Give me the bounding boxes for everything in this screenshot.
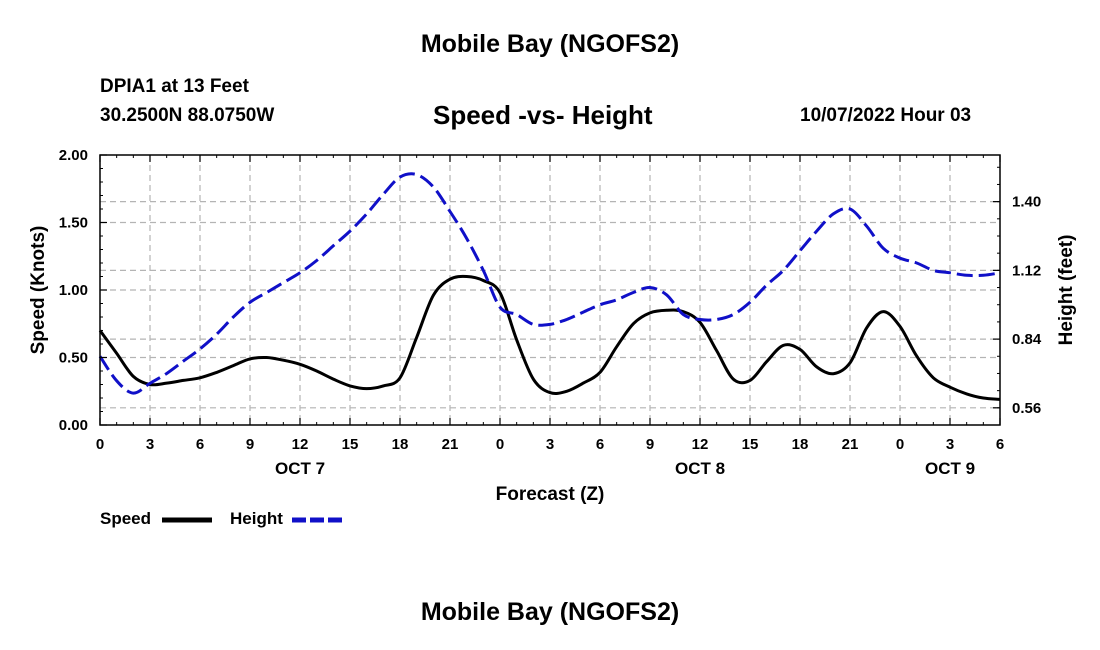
x-tick-label: 12: [692, 436, 709, 453]
y-axis-left-label: Speed (Knots): [28, 226, 49, 355]
y-left-tick-label: 1.00: [59, 282, 88, 299]
coordinates-label: 30.2500N 88.0750W: [100, 105, 275, 126]
chart-subtitle: Speed -vs- Height: [433, 100, 653, 130]
station-label: DPIA1 at 13 Feet: [100, 76, 249, 97]
x-tick-label: 0: [496, 436, 504, 453]
x-tick-label: 18: [792, 436, 809, 453]
x-tick-label: 3: [946, 436, 954, 453]
x-tick-label: 15: [742, 436, 759, 453]
forecast-datetime: 10/07/2022 Hour 03: [800, 105, 972, 126]
x-tick-label: 9: [246, 436, 254, 453]
height-series-line: [98, 172, 1001, 395]
x-tick-label: 18: [392, 436, 409, 453]
x-tick-label: 9: [646, 436, 654, 453]
y-left-tick-label: 0.50: [59, 350, 88, 367]
y-axis-right-label: Height (feet): [1056, 235, 1077, 346]
x-tick-label: 6: [596, 436, 604, 453]
bottom-title: Mobile Bay (NGOFS2): [420, 598, 680, 626]
day-label: OCT 9: [925, 459, 975, 478]
day-label: OCT 7: [275, 459, 325, 478]
speed-series-line: [98, 274, 1001, 401]
x-tick-label: 21: [442, 436, 459, 453]
day-label: OCT 8: [675, 459, 725, 478]
main-title: Mobile Bay (NGOFS2): [420, 30, 680, 58]
legend-height-label: Height: [230, 509, 283, 528]
x-tick-label: 0: [96, 436, 104, 453]
x-tick-label: 3: [146, 436, 154, 453]
x-tick-label: 6: [196, 436, 204, 453]
x-tick-label: 21: [842, 436, 859, 453]
x-tick-label: 3: [546, 436, 554, 453]
legend-speed-label: Speed: [100, 509, 152, 528]
x-tick-label: 12: [292, 436, 309, 453]
x-tick-label: 0: [896, 436, 904, 453]
x-axis-label: Forecast (Z): [496, 484, 605, 505]
y-right-tick-label: 0.84: [1012, 331, 1042, 348]
x-tick-label: 15: [342, 436, 359, 453]
y-left-tick-label: 0.00: [59, 417, 88, 434]
y-right-tick-label: 1.40: [1012, 194, 1041, 211]
x-tick-label: 6: [996, 436, 1004, 453]
y-left-tick-label: 2.00: [59, 147, 88, 164]
y-right-tick-label: 1.12: [1012, 262, 1041, 279]
y-left-tick-label: 1.50: [59, 215, 88, 232]
y-right-tick-label: 0.56: [1012, 400, 1041, 417]
